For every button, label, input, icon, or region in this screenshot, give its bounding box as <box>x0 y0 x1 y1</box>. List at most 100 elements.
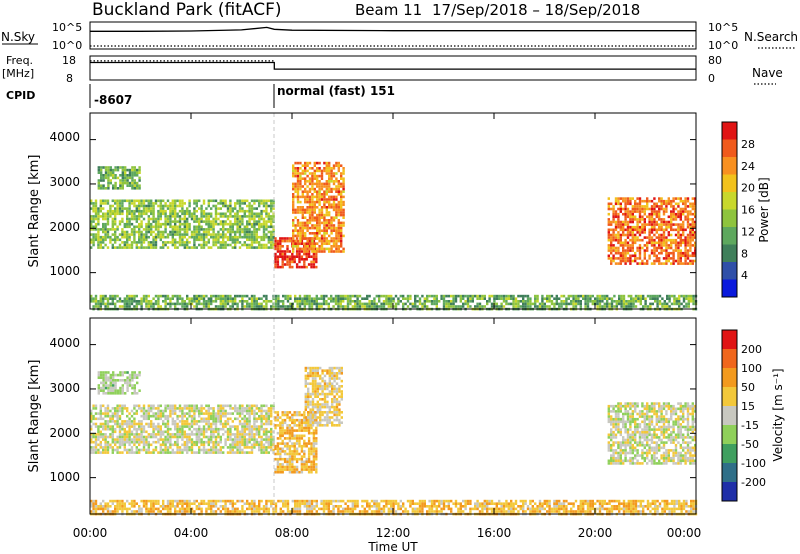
heatmap-cell <box>301 247 304 251</box>
heatmap-cell <box>665 238 668 242</box>
heatmap-cell <box>104 379 108 382</box>
heatmap-cell <box>138 202 141 205</box>
heatmap-cell <box>174 433 177 436</box>
heatmap-cell <box>291 302 294 306</box>
heatmap-cell <box>330 190 333 193</box>
heatmap-cell <box>94 451 98 454</box>
heatmap-cell <box>243 235 246 239</box>
heatmap-cell <box>340 174 343 178</box>
heatmap-cell <box>241 230 244 234</box>
heatmap-cell <box>100 166 103 169</box>
heatmap-cell <box>296 198 300 201</box>
heatmap-cell <box>198 407 201 410</box>
heatmap-cell <box>248 427 251 431</box>
heatmap-cell <box>150 241 153 244</box>
heatmap-cell <box>135 412 138 415</box>
heatmap-cell <box>131 168 134 172</box>
heatmap-cell <box>318 219 321 222</box>
heatmap-cell <box>135 446 138 449</box>
heatmap-cell <box>648 254 651 258</box>
heatmap-cell <box>248 438 251 441</box>
heatmap-cell <box>200 204 203 208</box>
heatmap-cell <box>181 407 184 410</box>
heatmap-cell <box>643 262 646 265</box>
heatmap-cell <box>133 376 136 379</box>
heatmap-cell <box>548 297 551 300</box>
heatmap-cell <box>147 217 150 221</box>
heatmap-cell <box>310 265 313 269</box>
heatmap-cell <box>660 202 663 206</box>
heatmap-cell <box>212 243 215 247</box>
heatmap-cell <box>674 241 678 245</box>
heatmap-cell <box>236 407 239 410</box>
heatmap-cell <box>126 179 129 182</box>
heatmap-cell <box>342 221 345 225</box>
heatmap-cell <box>159 451 162 454</box>
heatmap-cell <box>94 297 98 300</box>
heatmap-cell <box>157 407 160 410</box>
heatmap-cell <box>92 217 95 221</box>
heatmap-cell <box>691 225 694 229</box>
heatmap-cell <box>392 297 395 300</box>
heatmap-cell <box>607 220 610 224</box>
heatmap-cell <box>689 210 692 213</box>
heatmap-cell <box>138 225 141 229</box>
heatmap-cell <box>286 237 289 240</box>
heatmap-cell <box>246 409 249 413</box>
heatmap-cell <box>111 209 114 213</box>
heatmap-cell <box>342 172 345 175</box>
heatmap-cell <box>692 302 695 306</box>
heatmap-cell <box>274 239 277 243</box>
heatmap-cell <box>107 168 110 172</box>
heatmap-cell <box>284 297 287 300</box>
heatmap-cell <box>198 414 201 418</box>
heatmap-cell <box>694 220 697 224</box>
heatmap-cell <box>154 440 158 444</box>
heatmap-cell <box>183 202 186 205</box>
heatmap-cell <box>109 384 112 387</box>
heatmap-cell <box>622 220 625 224</box>
heatmap-cell <box>660 220 663 224</box>
heatmap-cell <box>267 220 270 223</box>
heatmap-cell <box>292 200 295 204</box>
heatmap-cell <box>118 409 122 413</box>
heatmap-cell <box>454 300 458 303</box>
heatmap-cell <box>166 440 170 444</box>
heatmap-cell <box>219 294 222 298</box>
heatmap-cell <box>229 235 232 239</box>
heatmap-cell <box>202 202 206 205</box>
heatmap-cell <box>560 305 563 308</box>
heatmap-cell <box>325 232 328 235</box>
heatmap-cell <box>99 412 102 415</box>
heatmap-cell <box>255 300 258 303</box>
heatmap-cell <box>270 230 273 234</box>
heatmap-cell <box>121 435 124 439</box>
heatmap-cell <box>136 376 139 379</box>
heatmap-cell <box>250 409 254 413</box>
heatmap-cell <box>318 187 321 191</box>
heatmap-cell <box>202 425 206 428</box>
heatmap-cell <box>262 448 266 452</box>
heatmap-cell <box>176 425 179 428</box>
heatmap-cell <box>667 231 670 234</box>
heatmap-cell <box>190 417 194 421</box>
heatmap-cell <box>328 161 331 165</box>
heatmap-cell <box>226 217 230 221</box>
heatmap-cell <box>253 235 256 239</box>
heatmap-cell <box>349 294 352 298</box>
heatmap-cell <box>97 168 100 172</box>
heatmap-cell <box>265 417 268 421</box>
heatmap-cell <box>488 294 491 298</box>
heatmap-cell <box>442 300 446 303</box>
heatmap-cell <box>337 297 340 300</box>
heatmap-cell <box>267 417 270 421</box>
heatmap-cell <box>493 300 496 303</box>
heatmap-cell <box>627 305 630 308</box>
heatmap-cell <box>610 251 613 255</box>
heatmap-cell <box>114 420 117 423</box>
heatmap-cell <box>606 297 609 300</box>
heatmap-cell <box>304 187 307 191</box>
heatmap-cell <box>337 167 340 170</box>
heatmap-cell <box>212 427 215 431</box>
heatmap-cell <box>668 300 671 303</box>
